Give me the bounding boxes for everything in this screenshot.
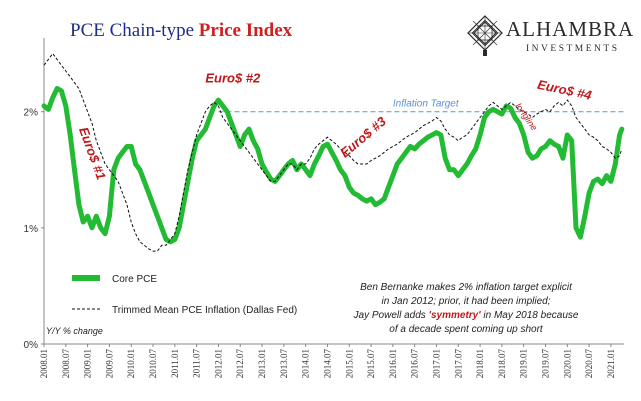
- geometric-star-logo-icon: [467, 15, 503, 56]
- x-tick-label: 2018.07: [497, 349, 507, 379]
- x-tick-label: 2013.01: [257, 349, 267, 378]
- brand-block: ALHAMBRA INVESTMENTS: [466, 14, 636, 64]
- x-tick-label: 2009.07: [104, 349, 114, 379]
- x-tick-label: 2019.01: [519, 349, 529, 378]
- brand-name: ALHAMBRA: [506, 17, 635, 41]
- annotation-label: Euro$ #3: [337, 113, 389, 160]
- x-tick-label: 2011.07: [192, 349, 202, 378]
- x-tick-label: 2010.01: [126, 349, 136, 378]
- title-part-2: Price Index: [198, 20, 293, 41]
- x-tick-label: 2012.07: [235, 349, 245, 379]
- legend-trimmed-label: Trimmed Mean PCE Inflation (Dallas Fed): [112, 305, 297, 316]
- note-highlight: 'symmetry': [429, 310, 482, 321]
- x-tick-label: 2015.01: [344, 349, 354, 378]
- note-line: of a decade spent coming up short: [389, 324, 544, 335]
- note-line: in Jan 2012; prior, it had been implied;: [382, 296, 551, 307]
- y-axis-label: Y/Y % change: [46, 326, 103, 336]
- x-tick-label: 2017.07: [453, 349, 463, 379]
- x-tick-label: 2020.07: [584, 349, 594, 379]
- note-line: Ben Bernanke makes 2% inflation target e…: [360, 282, 573, 293]
- inflation-target-label: Inflation Target: [393, 99, 460, 110]
- annotation-label: Euro$ #2: [205, 71, 261, 86]
- title-part-1: PCE Chain-type: [70, 20, 199, 41]
- y-tick-label: 1%: [24, 224, 39, 235]
- x-tick-label: 2009.01: [83, 349, 93, 378]
- note-text: Jay Powell adds: [353, 310, 429, 321]
- legend-core-pce-label: Core PCE: [112, 274, 157, 285]
- annotation-label: Euro$ #1: [76, 125, 109, 182]
- y-tick-label: 0%: [24, 340, 39, 351]
- x-tick-label: 2014.07: [322, 349, 332, 379]
- note-text: in May 2018 because: [481, 310, 579, 321]
- y-tick-label: 2%: [24, 108, 39, 119]
- note-line: Jay Powell adds 'symmetry' in May 2018 b…: [353, 310, 579, 321]
- core-pce-line: [41, 86, 625, 245]
- x-tick-label: 2013.07: [279, 349, 289, 379]
- x-tick-label: 2012.01: [213, 349, 223, 378]
- x-tick-label: 2015.07: [366, 349, 376, 379]
- x-tick-label: 2010.07: [148, 349, 158, 379]
- x-tick-label: 2008.07: [61, 349, 71, 379]
- x-tick-label: 2018.01: [475, 349, 485, 378]
- brand-subtitle: INVESTMENTS: [526, 44, 620, 54]
- page-title: PCE Chain-type Price Index: [70, 20, 292, 42]
- x-tick-label: 2016.07: [410, 349, 420, 379]
- x-tick-label: 2016.01: [388, 349, 398, 378]
- x-tick-label: 2017.01: [431, 349, 441, 378]
- x-tick-label: 2020.01: [562, 349, 572, 378]
- x-tick-label: 2014.01: [301, 349, 311, 378]
- x-tick-label: 2019.07: [541, 349, 551, 379]
- x-tick-label: 2011.01: [170, 349, 180, 378]
- trimmed-mean-line: [43, 52, 623, 252]
- x-tick-label: 2021.01: [606, 349, 616, 378]
- x-tick-label: 2008.01: [39, 349, 49, 378]
- annotation-label: Euro$ #4: [536, 77, 594, 103]
